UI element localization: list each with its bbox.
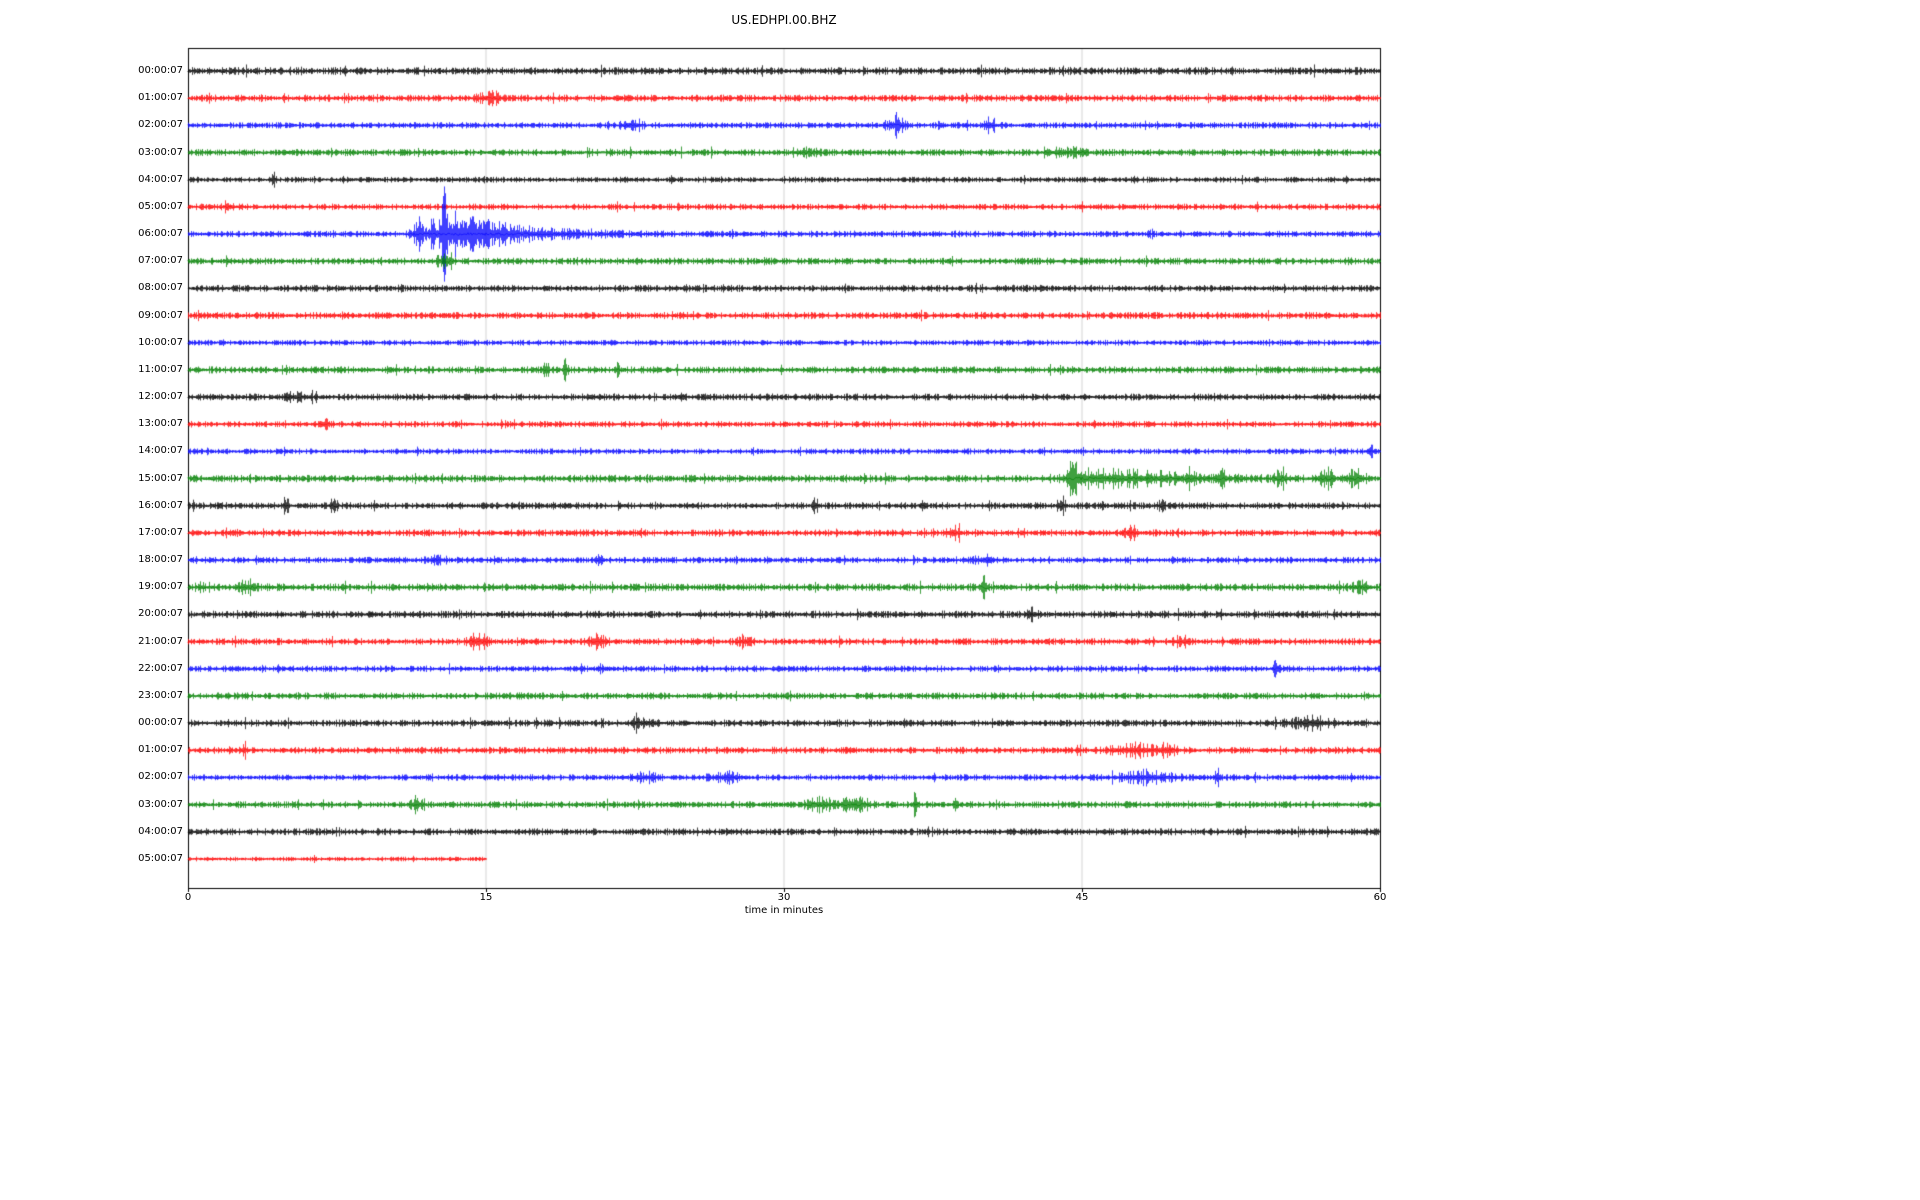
trace-time-label: 18:00:07	[138, 554, 183, 566]
trace-time-label: 04:00:07	[138, 173, 183, 185]
trace-time-label: 13:00:07	[138, 418, 183, 430]
trace-time-label: 09:00:07	[138, 309, 183, 321]
x-tick-label: 30	[777, 892, 791, 903]
chart-title: US.EDHPI.00.BHZ	[731, 13, 837, 27]
trace-time-label: 23:00:07	[138, 689, 183, 701]
x-tick-label: 15	[479, 892, 493, 903]
trace-time-label: 10:00:07	[138, 336, 183, 348]
trace-time-label: 05:00:07	[138, 852, 183, 864]
trace-time-label: 17:00:07	[138, 526, 183, 538]
x-tick-label: 60	[1373, 892, 1387, 903]
trace-time-label: 01:00:07	[138, 744, 183, 756]
trace-time-label: 04:00:07	[138, 825, 183, 837]
x-tick-label: 45	[1075, 892, 1089, 903]
x-tick-label: 0	[184, 892, 192, 903]
trace-time-label: 11:00:07	[138, 363, 183, 375]
trace-time-label: 12:00:07	[138, 391, 183, 403]
trace-time-label: 00:00:07	[138, 65, 183, 76]
trace-time-label: 15:00:07	[138, 472, 183, 484]
trace-time-label: 03:00:07	[138, 798, 183, 810]
trace-time-label: 21:00:07	[138, 635, 183, 647]
trace-time-label: 16:00:07	[138, 499, 183, 511]
trace-time-label: 07:00:07	[138, 255, 183, 267]
trace-time-label: 08:00:07	[138, 282, 183, 294]
trace-time-label: 00:00:07	[138, 717, 183, 729]
trace-time-label: 22:00:07	[138, 662, 183, 674]
trace-time-label: 14:00:07	[138, 445, 183, 457]
trace-time-label: 20:00:07	[138, 608, 183, 620]
trace-time-label: 19:00:07	[138, 581, 183, 593]
trace-time-label: 02:00:07	[138, 119, 183, 131]
trace-time-label: 06:00:07	[138, 228, 183, 240]
trace-time-label: 02:00:07	[138, 771, 183, 783]
trace-time-label: 01:00:07	[138, 92, 183, 104]
x-axis-title: time in minutes	[744, 905, 824, 916]
trace-time-label: 05:00:07	[138, 200, 183, 212]
trace-time-label: 03:00:07	[138, 146, 183, 158]
